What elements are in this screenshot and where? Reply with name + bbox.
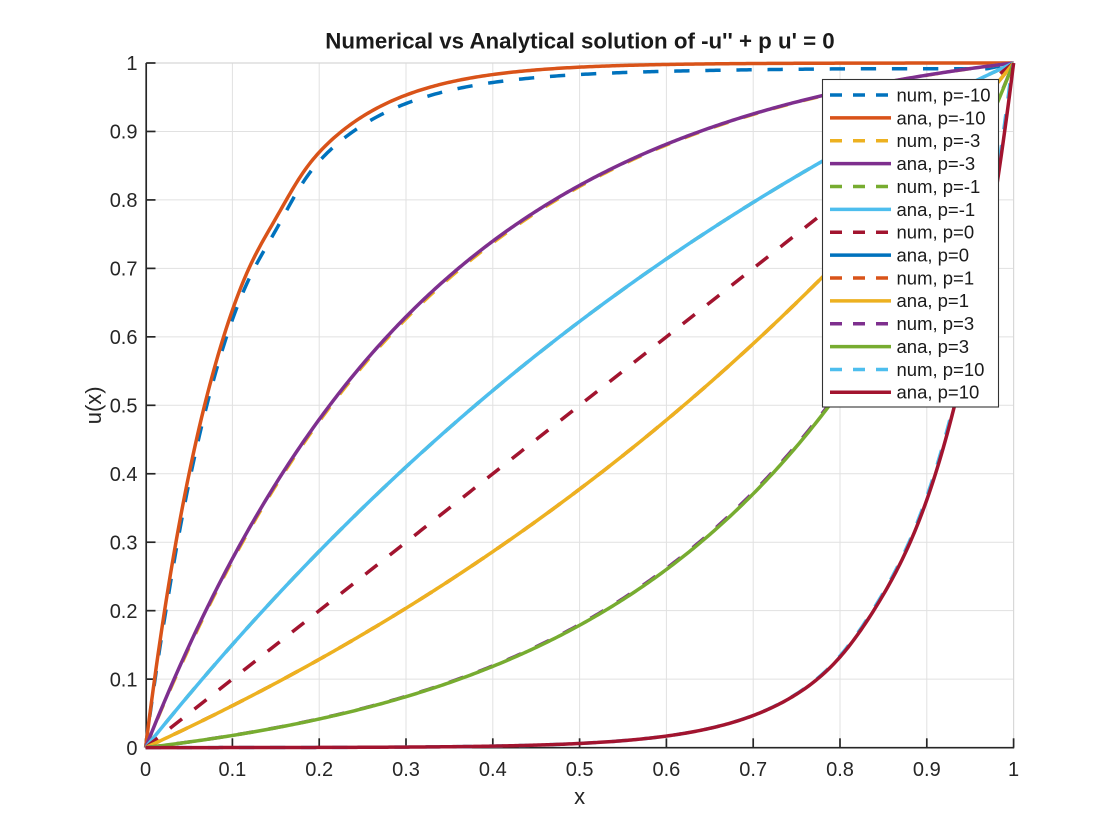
svg-text:0.3: 0.3 xyxy=(392,759,420,781)
svg-text:ana, p=10: ana, p=10 xyxy=(897,382,980,403)
svg-text:0.1: 0.1 xyxy=(110,669,138,691)
svg-text:ana, p=-3: ana, p=-3 xyxy=(897,153,976,174)
svg-text:0: 0 xyxy=(140,759,151,781)
svg-text:0.2: 0.2 xyxy=(110,601,138,623)
svg-text:0: 0 xyxy=(126,738,137,760)
svg-text:1: 1 xyxy=(1008,759,1019,781)
svg-text:num, p=10: num, p=10 xyxy=(897,359,985,380)
svg-text:0.6: 0.6 xyxy=(110,327,138,349)
svg-text:0.5: 0.5 xyxy=(566,759,594,781)
svg-text:0.4: 0.4 xyxy=(479,759,507,781)
svg-text:0.9: 0.9 xyxy=(110,122,138,144)
svg-text:x: x xyxy=(574,784,585,809)
svg-text:ana, p=-10: ana, p=-10 xyxy=(897,107,986,128)
svg-text:Numerical vs Analytical soluti: Numerical vs Analytical solution of -u''… xyxy=(325,29,834,54)
svg-text:0.1: 0.1 xyxy=(218,759,246,781)
svg-text:0.8: 0.8 xyxy=(826,759,854,781)
svg-text:num, p=0: num, p=0 xyxy=(897,222,975,243)
svg-text:ana, p=1: ana, p=1 xyxy=(897,290,970,311)
svg-text:num, p=-10: num, p=-10 xyxy=(897,84,991,105)
svg-text:0.7: 0.7 xyxy=(110,259,138,281)
svg-text:num, p=-1: num, p=-1 xyxy=(897,176,981,197)
svg-text:0.9: 0.9 xyxy=(913,759,941,781)
svg-text:0.5: 0.5 xyxy=(110,396,138,418)
svg-text:ana, p=-1: ana, p=-1 xyxy=(897,199,976,220)
svg-text:0.3: 0.3 xyxy=(110,532,138,554)
svg-text:ana, p=3: ana, p=3 xyxy=(897,336,970,357)
svg-text:num, p=-3: num, p=-3 xyxy=(897,130,981,151)
svg-text:num, p=1: num, p=1 xyxy=(897,267,975,288)
svg-text:0.4: 0.4 xyxy=(110,464,138,486)
svg-text:0.2: 0.2 xyxy=(305,759,333,781)
svg-text:u(x): u(x) xyxy=(81,386,106,424)
svg-text:0.7: 0.7 xyxy=(739,759,767,781)
svg-text:ana, p=0: ana, p=0 xyxy=(897,244,970,265)
svg-text:0.6: 0.6 xyxy=(652,759,680,781)
svg-text:1: 1 xyxy=(126,53,137,75)
svg-text:num, p=3: num, p=3 xyxy=(897,313,975,334)
svg-text:0.8: 0.8 xyxy=(110,190,138,212)
